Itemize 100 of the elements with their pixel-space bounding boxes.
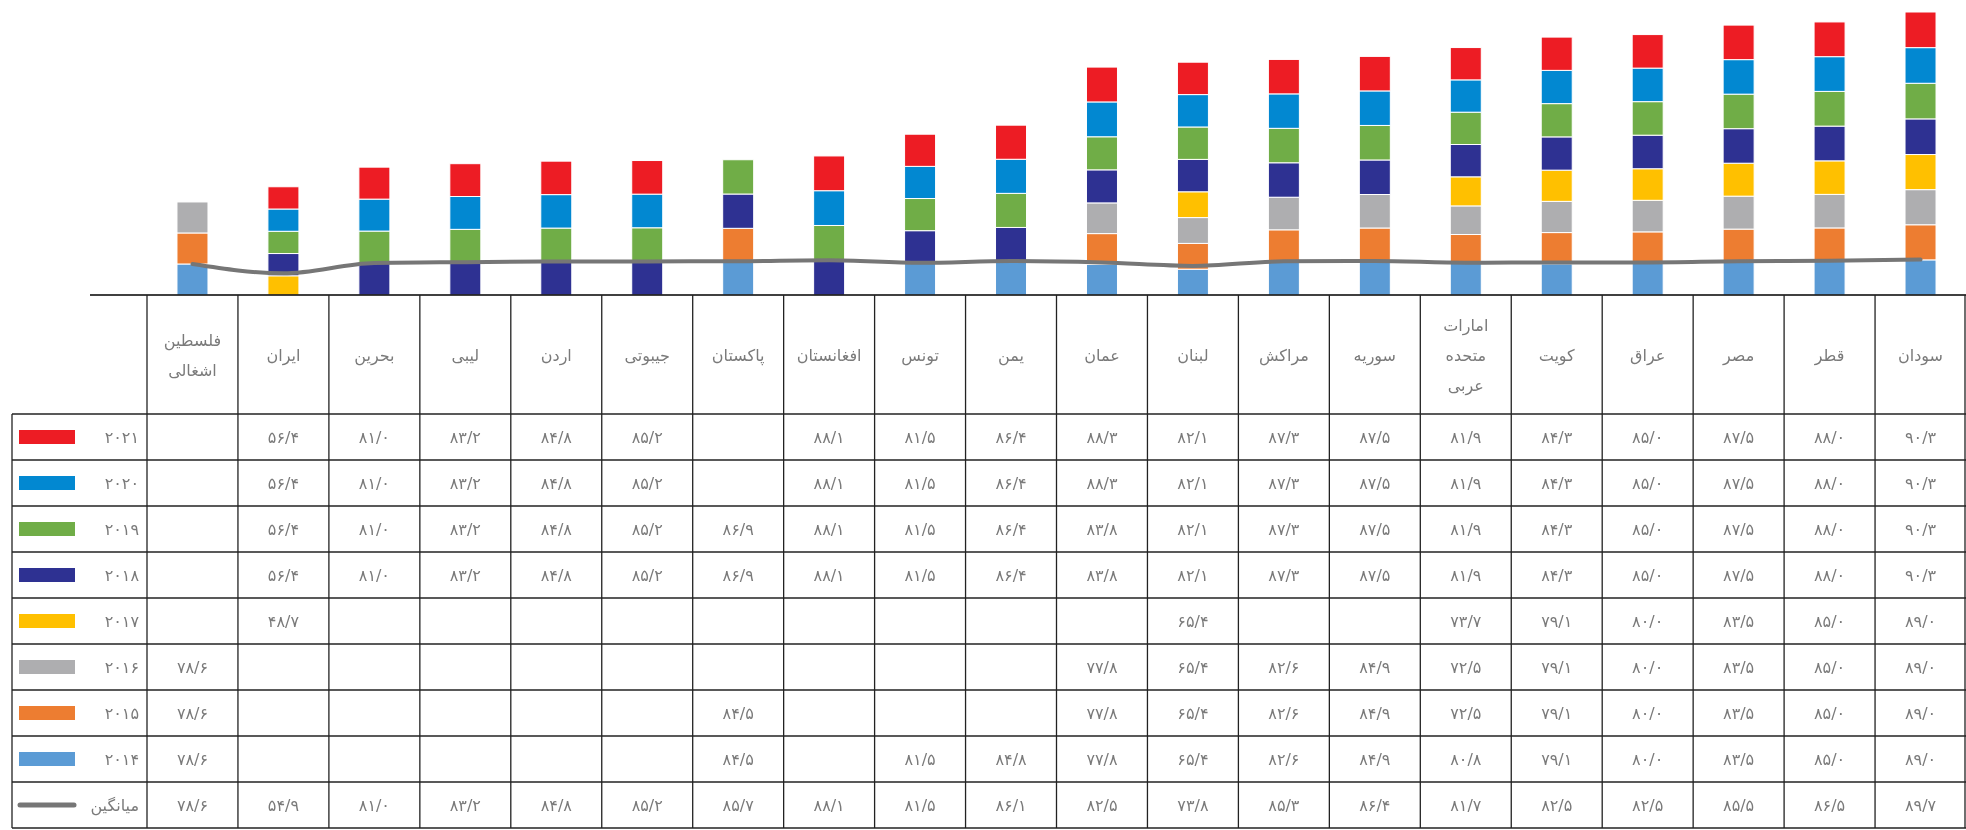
x-tick-label: اردن [540, 345, 572, 366]
data-label: ۸۰/۰ [1632, 612, 1664, 631]
data-label: ۸۸/۰ [1813, 474, 1846, 493]
data-label: ۸۴/۸ [540, 474, 573, 493]
x-tick-label: عراق [1630, 345, 1666, 366]
data-label: ۸۸/۳ [1086, 474, 1118, 493]
data-label: ۸۱/۷ [1450, 796, 1482, 815]
data-label: ۸۴/۸ [540, 796, 573, 815]
data-label: ۸۶/۹ [722, 566, 754, 585]
data-label: ۸۲/۵ [1632, 796, 1664, 815]
legend-label: ۲۰۱۶ [104, 658, 139, 677]
data-label: ۸۴/۹ [1359, 750, 1391, 769]
data-label: ۸۷/۳ [1268, 428, 1300, 447]
data-label: ۸۸/۱ [813, 474, 845, 493]
data-label: ۸۷/۵ [1723, 566, 1755, 585]
bar [1722, 261, 1755, 296]
x-tick-label: بحرین [354, 345, 395, 366]
data-label: ۸۴/۵ [722, 704, 754, 723]
data-label: ۸۹/۷ [1904, 796, 1937, 815]
data-label: ۵۶/۴ [267, 520, 300, 539]
data-label: ۸۹/۰ [1904, 750, 1937, 769]
data-label: ۸۵/۲ [631, 796, 663, 815]
data-label: ۹۰/۳ [1904, 428, 1937, 447]
data-label: ۶۵/۴ [1177, 704, 1209, 723]
data-label: ۸۱/۵ [904, 520, 936, 539]
x-tick-label: کویت [1538, 345, 1576, 366]
data-label: ۸۳/۲ [449, 474, 481, 493]
bar [1358, 261, 1391, 296]
data-label: ۸۸/۱ [813, 428, 845, 447]
data-label: ۸۶/۴ [995, 474, 1027, 493]
data-label: ۸۲/۱ [1177, 520, 1209, 539]
data-label: ۹۰/۳ [1904, 566, 1937, 585]
data-label: ۸۷/۵ [1359, 428, 1391, 447]
data-label: ۸۱/۹ [1450, 520, 1482, 539]
data-label: ۸۵/۰ [1813, 658, 1846, 677]
data-label: ۸۵/۲ [631, 474, 663, 493]
data-label: ۸۹/۰ [1904, 658, 1937, 677]
data-label: ۸۴/۳ [1541, 474, 1573, 493]
data-label: ۸۱/۰ [358, 474, 390, 493]
data-label: ۸۸/۰ [1813, 566, 1846, 585]
data-label: ۸۶/۴ [995, 520, 1027, 539]
data-label: ۸۲/۶ [1268, 750, 1300, 769]
data-label: ۸۱/۵ [904, 796, 936, 815]
data-label: ۴۸/۷ [267, 612, 300, 631]
data-label: ۷۳/۸ [1177, 796, 1209, 815]
data-label: ۷۸/۶ [176, 796, 209, 815]
data-label: ۸۲/۶ [1268, 704, 1300, 723]
data-label: ۷۹/۱ [1541, 612, 1573, 631]
data-label: ۹۰/۳ [1904, 520, 1937, 539]
data-label: ۵۶/۴ [267, 566, 300, 585]
data-label: ۸۷/۳ [1268, 520, 1300, 539]
data-label: ۸۵/۲ [631, 520, 663, 539]
data-label: ۸۷/۳ [1268, 566, 1300, 585]
data-label: ۸۸/۳ [1086, 428, 1118, 447]
data-label: ۸۲/۵ [1541, 796, 1573, 815]
data-label: ۸۷/۵ [1359, 566, 1391, 585]
data-label: ۸۵/۳ [1268, 796, 1300, 815]
data-label: ۸۴/۹ [1359, 704, 1391, 723]
data-label: ۸۳/۵ [1723, 750, 1755, 769]
x-tick-label: سوریه [1353, 345, 1397, 366]
data-label: ۶۵/۴ [1177, 750, 1209, 769]
x-tick-label: قطر [1813, 345, 1845, 366]
data-label: ۸۱/۹ [1450, 428, 1482, 447]
data-label: ۸۹/۰ [1904, 704, 1937, 723]
legend-label: ۲۰۱۵ [104, 704, 139, 723]
data-label: ۹۰/۳ [1904, 474, 1937, 493]
data-label: ۸۴/۳ [1541, 566, 1573, 585]
data-label: ۸۸/۰ [1813, 520, 1846, 539]
data-label: ۵۶/۴ [267, 428, 300, 447]
x-tick-label: فلسطین اشغالی [163, 330, 222, 380]
x-tick-label: عمان [1084, 345, 1120, 365]
data-label: ۸۷/۵ [1359, 520, 1391, 539]
data-label: ۸۱/۰ [358, 520, 390, 539]
data-label: ۸۵/۲ [631, 566, 663, 585]
x-tick-label: پاکستان [711, 345, 765, 366]
data-label: ۸۵/۲ [631, 428, 663, 447]
legend-label: ۲۰۱۴ [104, 750, 139, 769]
data-label: ۸۶/۴ [1359, 796, 1391, 815]
x-tick-label: مصر [1721, 345, 1755, 366]
data-label: ۸۱/۵ [904, 750, 936, 769]
data-label: ۷۸/۶ [176, 704, 209, 723]
legend-label: ۲۰۱۷ [104, 612, 140, 631]
legend-label: میانگین [90, 796, 139, 816]
bar [722, 261, 755, 296]
data-label: ۸۴/۸ [540, 520, 573, 539]
data-label: ۸۲/۵ [1086, 796, 1118, 815]
data-label: ۸۸/۱ [813, 520, 845, 539]
data-label: ۷۳/۷ [1450, 612, 1482, 631]
data-label: ۸۵/۰ [1813, 750, 1846, 769]
bar [1267, 261, 1300, 296]
data-label: ۸۱/۵ [904, 566, 936, 585]
data-label: ۸۵/۰ [1632, 474, 1664, 493]
x-tick-label: لبنان [1177, 345, 1209, 365]
data-label: ۸۲/۱ [1177, 474, 1209, 493]
data-label: ۸۵/۰ [1632, 566, 1664, 585]
bar [358, 262, 391, 296]
bar [995, 261, 1028, 296]
bar [1631, 262, 1664, 296]
data-label: ۷۲/۵ [1450, 658, 1482, 677]
bar [1540, 263, 1573, 296]
